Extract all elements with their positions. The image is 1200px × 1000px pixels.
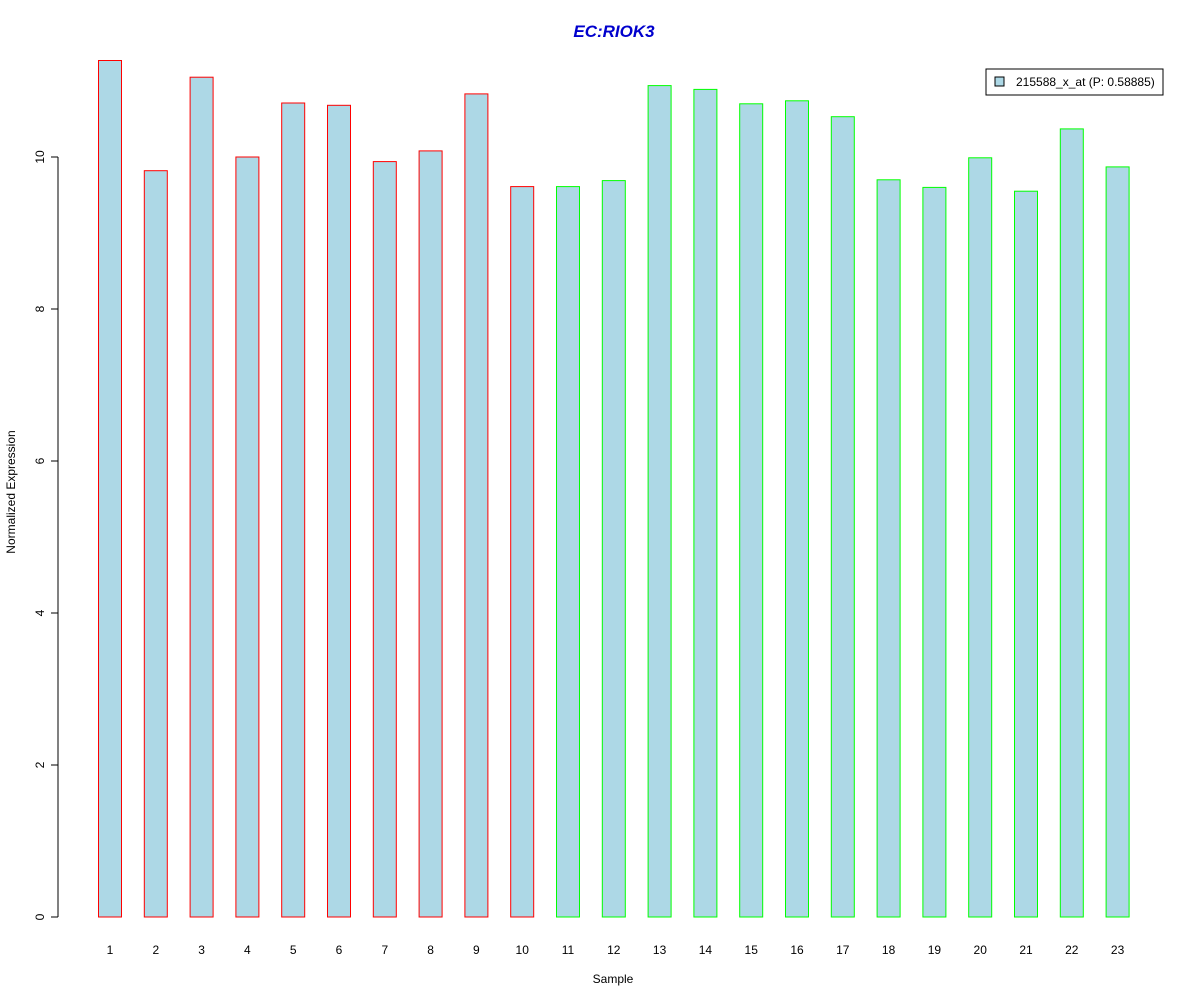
x-tick-label: 4 <box>244 943 251 957</box>
x-tick-label: 11 <box>562 943 575 957</box>
bar-sample-23 <box>1105 166 1130 918</box>
x-tick-label: 14 <box>699 943 713 957</box>
bar-sample-1 <box>98 60 122 918</box>
bar-sample-9 <box>464 93 489 918</box>
x-tick-label: 17 <box>836 943 850 957</box>
bar-sample-5 <box>281 102 306 918</box>
bar-sample-22 <box>1059 128 1084 918</box>
bar-sample-18 <box>876 179 901 918</box>
x-tick-label: 12 <box>607 943 621 957</box>
x-tick-label: 2 <box>152 943 159 957</box>
x-tick-label: 23 <box>1111 943 1125 957</box>
y-tick-label: 4 <box>33 609 47 616</box>
x-tick-label: 5 <box>290 943 297 957</box>
y-axis: 0 2 4 6 8 10 <box>33 150 59 920</box>
x-tick-label: 19 <box>928 943 942 957</box>
bar-sample-2 <box>143 170 168 918</box>
bar-sample-7 <box>372 161 397 918</box>
x-axis-title: Sample <box>593 972 634 986</box>
legend: 215588_x_at (P: 0.58885) <box>985 68 1164 96</box>
x-tick-label: 18 <box>882 943 896 957</box>
x-tick-label: 13 <box>653 943 667 957</box>
x-tick-label: 20 <box>974 943 988 957</box>
bar-sample-10 <box>510 186 535 918</box>
x-tick-label: 3 <box>198 943 205 957</box>
bar-sample-15 <box>739 103 764 918</box>
x-tick-label: 22 <box>1065 943 1079 957</box>
x-tick-label: 21 <box>1019 943 1033 957</box>
x-tick-label: 8 <box>427 943 434 957</box>
bar-sample-20 <box>968 157 993 918</box>
bar-sample-11 <box>556 186 580 918</box>
x-tick-label: 9 <box>473 943 480 957</box>
x-tick-labels: 1 2 3 4 5 6 7 8 9 10 11 12 13 14 15 16 17 18 19 20 21 22 23 <box>107 943 1125 957</box>
x-tick-label: 7 <box>381 943 388 957</box>
x-tick-label: 6 <box>336 943 343 957</box>
y-axis-title: Normalized Expression <box>4 430 18 553</box>
legend-label: 215588_x_at (P: 0.58885) <box>1016 75 1155 89</box>
y-tick-label: 2 <box>33 761 47 768</box>
bar-sample-4 <box>235 156 260 918</box>
bar-sample-13 <box>647 85 672 918</box>
bars <box>98 60 1130 918</box>
bar-sample-16 <box>785 100 809 918</box>
x-tick-label: 10 <box>516 943 530 957</box>
chart-title: EC:RIOK3 <box>573 22 655 41</box>
bar-sample-21 <box>1014 190 1038 918</box>
y-tick-label: 6 <box>33 457 47 464</box>
bar-sample-12 <box>601 180 626 918</box>
legend-box <box>985 68 1164 96</box>
bar-sample-8 <box>418 150 443 918</box>
legend-swatch <box>994 76 1005 87</box>
x-tick-label: 16 <box>790 943 804 957</box>
x-tick-label: 1 <box>107 943 114 957</box>
y-tick-label: 8 <box>33 305 47 312</box>
bar-sample-3 <box>189 76 214 918</box>
y-tick-label: 0 <box>33 913 47 920</box>
bar-sample-6 <box>327 104 351 918</box>
bar-sample-17 <box>830 116 855 918</box>
bar-sample-19 <box>922 186 947 918</box>
y-tick-label: 10 <box>33 150 47 164</box>
bar-sample-14 <box>693 88 718 918</box>
x-tick-label: 15 <box>745 943 759 957</box>
